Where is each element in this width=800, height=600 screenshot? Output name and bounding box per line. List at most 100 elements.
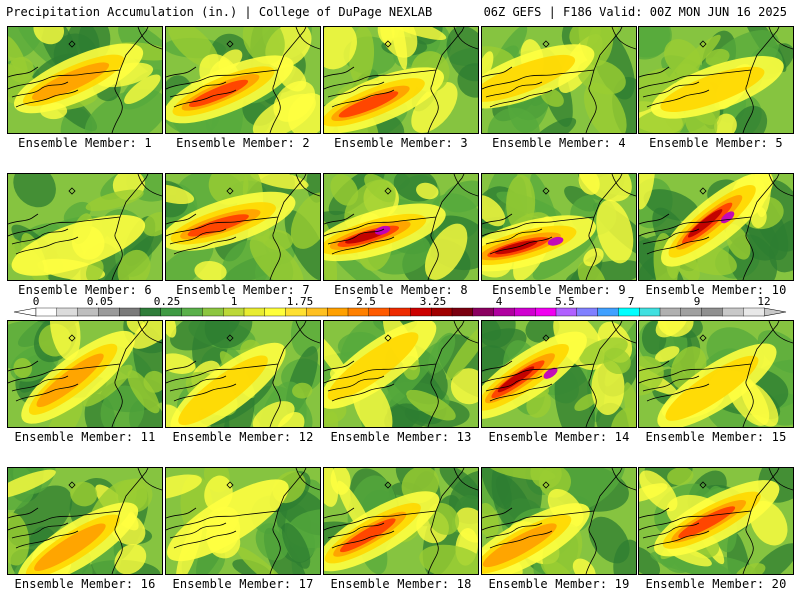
- map-title: Precipitation Accumulation (in.) | Colle…: [6, 5, 433, 19]
- colorbar-swatch: [285, 307, 307, 317]
- ensemble-member-map: [481, 467, 637, 575]
- ensemble-member-label: Ensemble Member: 20: [645, 577, 787, 591]
- colorbar-swatch: [77, 307, 99, 317]
- precip-field: [324, 27, 478, 133]
- colorbar-swatch: [98, 307, 120, 317]
- ensemble-member-map: [638, 173, 794, 281]
- precip-field: [8, 468, 162, 574]
- colorbar-swatch: [306, 307, 328, 317]
- colorbar-swatch: [56, 307, 79, 317]
- precip-field: [482, 27, 636, 133]
- colorbar-tick-label: 0.05: [87, 296, 114, 308]
- precipitation-colorbar: 0 0.05 0.25 1 1.75 2.5 3.25 4 5.5 7 9 12: [13, 296, 787, 317]
- ensemble-member-label: Ensemble Member: 14: [488, 430, 630, 444]
- colorbar-tick-label: 1.75: [287, 296, 314, 308]
- ensemble-member-map: [165, 320, 321, 428]
- precip-field: [482, 468, 636, 574]
- colorbar-swatch: [597, 307, 619, 317]
- colorbar-tick-label: 7: [628, 296, 635, 308]
- ensemble-member-label: Ensemble Member: 15: [645, 430, 787, 444]
- ensemble-member-label: Ensemble Member: 13: [330, 430, 472, 444]
- colorbar-min-arrow: [13, 307, 37, 317]
- colorbar-swatch: [410, 307, 432, 317]
- colorbar-swatch: [680, 307, 703, 317]
- colorbar-swatch: [264, 307, 287, 317]
- ensemble-member-map: [481, 320, 637, 428]
- colorbar-swatch: [431, 307, 453, 317]
- ensemble-member-label: Ensemble Member: 9: [492, 283, 626, 297]
- ensemble-member-map: [7, 320, 163, 428]
- colorbar-tick-label: 1: [231, 296, 238, 308]
- precip-field: [8, 27, 162, 133]
- ensemble-member-label: Ensemble Member: 3: [334, 136, 468, 150]
- precip-field: [324, 468, 478, 574]
- ensemble-member-label: Ensemble Member: 8: [334, 283, 468, 297]
- colorbar-swatch: [139, 307, 162, 317]
- colorbar-swatch: [722, 307, 744, 317]
- colorbar-swatch: [514, 307, 536, 317]
- ensemble-member-label: Ensemble Member: 6: [18, 283, 152, 297]
- colorbar-swatch: [639, 307, 661, 317]
- ensemble-member-map: [323, 173, 479, 281]
- colorbar-tick-label: 0: [33, 296, 40, 308]
- ensemble-member-label: Ensemble Member: 1: [18, 136, 152, 150]
- colorbar-swatch: [659, 307, 682, 317]
- colorbar-swatch: [701, 307, 723, 317]
- colorbar-tick-label: 2.5: [356, 296, 376, 308]
- colorbar-swatch: [493, 307, 515, 317]
- ensemble-member-map: [638, 320, 794, 428]
- ensemble-member-map: [165, 26, 321, 134]
- ensemble-member-map: [638, 467, 794, 575]
- colorbar-swatch: [243, 307, 266, 317]
- colorbar-swatch: [389, 307, 411, 317]
- precip-field: [324, 321, 478, 427]
- precip-field: [166, 27, 320, 133]
- precip-field: [639, 27, 793, 133]
- colorbar-swatch: [618, 307, 640, 317]
- ensemble-member-map: [165, 467, 321, 575]
- colorbar-tick-label: 12: [757, 296, 770, 308]
- colorbar-swatch: [118, 307, 141, 317]
- ensemble-member-map: [481, 173, 637, 281]
- colorbar-tick-label: 4: [496, 296, 503, 308]
- precip-field: [639, 468, 793, 574]
- ensemble-member-label: Ensemble Member: 17: [172, 577, 314, 591]
- ensemble-member-label: Ensemble Member: 19: [488, 577, 630, 591]
- colorbar-swatch: [743, 307, 765, 317]
- precip-field: [639, 174, 793, 280]
- colorbar-swatch: [535, 307, 557, 317]
- colorbar-swatch: [347, 307, 370, 317]
- colorbar-swatch: [222, 307, 245, 317]
- precip-field: [166, 468, 320, 574]
- colorbar-swatch: [368, 307, 391, 317]
- colorbar-swatch: [181, 307, 203, 317]
- ensemble-member-map: [638, 26, 794, 134]
- ensemble-member-map: [7, 26, 163, 134]
- precip-field: [324, 174, 478, 280]
- colorbar-tick-label: 0.25: [154, 296, 181, 308]
- colorbar-swatch: [451, 307, 474, 317]
- precip-field: [639, 321, 793, 427]
- ensemble-member-map: [7, 173, 163, 281]
- precip-field: [8, 174, 162, 280]
- colorbar-swatch: [202, 307, 224, 317]
- ensemble-member-label: Ensemble Member: 11: [14, 430, 156, 444]
- ensemble-member-label: Ensemble Member: 10: [645, 283, 787, 297]
- ensemble-member-label: Ensemble Member: 12: [172, 430, 314, 444]
- precip-field: [166, 321, 320, 427]
- colorbar-swatch: [576, 307, 599, 317]
- colorbar-tick-label: 5.5: [555, 296, 575, 308]
- colorbar-tick-label: 3.25: [420, 296, 447, 308]
- ensemble-member-map: [165, 173, 321, 281]
- model-run-valid-time: 06Z GEFS | F186 Valid: 00Z MON JUN 16 20…: [483, 5, 787, 19]
- ensemble-member-map: [323, 320, 479, 428]
- colorbar-swatch: [472, 307, 495, 317]
- ensemble-member-label: Ensemble Member: 7: [176, 283, 310, 297]
- ensemble-member-label: Ensemble Member: 16: [14, 577, 156, 591]
- precip-field: [482, 174, 636, 280]
- colorbar-swatch: [555, 307, 578, 317]
- ensemble-member-label: Ensemble Member: 5: [649, 136, 783, 150]
- ensemble-member-map: [7, 467, 163, 575]
- ensemble-member-label: Ensemble Member: 2: [176, 136, 310, 150]
- colorbar-tick-label: 9: [694, 296, 701, 308]
